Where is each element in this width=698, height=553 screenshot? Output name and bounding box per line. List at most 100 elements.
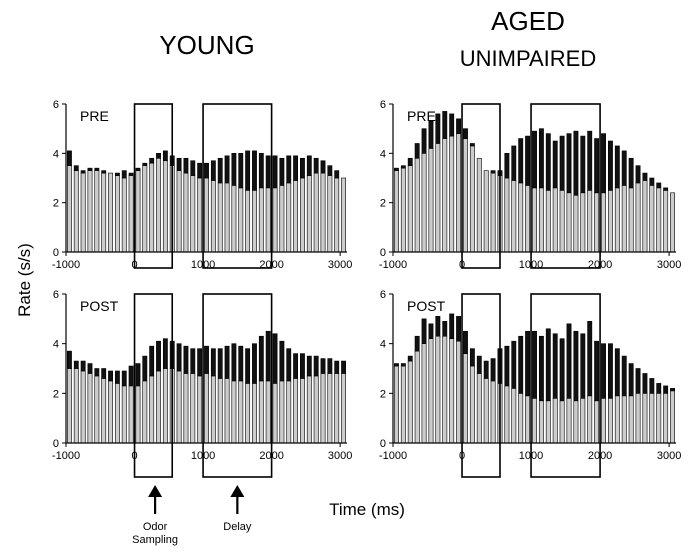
bar-lower — [435, 143, 441, 253]
bar-lower — [504, 177, 510, 253]
bar-lower — [628, 395, 634, 444]
bar-lower — [449, 338, 455, 444]
bar-upper — [511, 145, 517, 181]
bar-lower — [238, 187, 244, 253]
bar-lower — [101, 378, 107, 444]
bar-upper — [142, 355, 148, 382]
bar-lower — [306, 375, 312, 444]
bar-lower — [428, 148, 434, 253]
bar-upper — [580, 333, 586, 399]
bar-upper — [649, 378, 655, 394]
bar-lower — [293, 180, 299, 253]
bar-upper — [80, 170, 86, 174]
bar-lower — [245, 383, 251, 444]
bar-upper — [300, 157, 305, 179]
x-axis-label: Time (ms) — [329, 500, 405, 519]
window-box-delay-top — [202, 103, 273, 269]
bar-upper — [504, 153, 510, 179]
bar-upper — [642, 373, 648, 394]
bar-lower — [142, 165, 148, 253]
bar-lower — [121, 177, 127, 253]
bar-upper — [204, 345, 209, 374]
bar-upper — [258, 335, 264, 382]
bar-lower — [265, 380, 271, 444]
bar-lower — [142, 380, 148, 444]
x-tick-label: 3000 — [328, 450, 352, 462]
bar-upper — [87, 167, 93, 171]
bar-upper — [394, 363, 399, 367]
window-box-delay-bottom — [202, 293, 273, 478]
bar-lower — [210, 375, 216, 444]
bar-upper — [594, 340, 600, 402]
bar-lower — [628, 187, 634, 253]
y-tick-label: 0 — [380, 438, 386, 450]
bar-upper — [327, 165, 333, 176]
bar-lower — [663, 190, 669, 253]
bar-upper — [407, 157, 413, 166]
bar-lower — [469, 145, 475, 253]
bar-lower — [108, 380, 113, 444]
bar-upper — [80, 360, 86, 372]
bar-lower — [670, 390, 675, 444]
bar-lower — [320, 172, 326, 253]
bar-lower — [414, 350, 420, 444]
y-tick-label: 0 — [53, 247, 59, 259]
bar-lower — [532, 397, 537, 444]
bar-lower — [73, 368, 79, 444]
bar-upper — [334, 170, 340, 179]
bar-upper — [435, 316, 441, 337]
bar-lower — [490, 380, 496, 444]
bar-upper — [67, 150, 72, 166]
bar-upper — [128, 365, 134, 387]
bar-lower — [656, 187, 662, 253]
bar-lower — [538, 187, 544, 253]
bar-upper — [334, 360, 340, 374]
bar-upper — [532, 130, 537, 189]
marker-label: Sampling — [132, 534, 178, 546]
bar-lower — [566, 192, 572, 253]
bar-lower — [421, 343, 427, 444]
bar-lower — [518, 393, 524, 444]
bar-lower — [469, 365, 475, 444]
col-title-unimpaired: UNIMPAIRED — [460, 46, 597, 71]
window-box-delay-top — [530, 103, 601, 269]
bar-lower — [67, 368, 72, 444]
bar-lower — [428, 338, 434, 444]
bar-upper — [306, 155, 312, 176]
bar-lower — [121, 385, 127, 444]
bar-lower — [238, 380, 244, 444]
bar-upper — [628, 157, 634, 189]
y-tick-label: 4 — [380, 148, 386, 160]
y-tick-label: 6 — [53, 289, 59, 301]
bar-lower — [649, 185, 655, 253]
bar-lower — [176, 170, 182, 253]
bar-upper — [621, 150, 627, 186]
bar-lower — [607, 397, 613, 444]
bar-upper — [197, 162, 203, 179]
bar-upper — [587, 130, 593, 191]
bar-lower — [614, 187, 620, 253]
bar-lower — [601, 192, 606, 253]
marker-arrow-head — [148, 485, 163, 497]
bar-lower — [635, 182, 641, 253]
bar-lower — [135, 385, 141, 444]
bar-lower — [272, 383, 278, 444]
y-tick-label: 6 — [380, 99, 386, 111]
bar-upper — [587, 321, 593, 397]
panel-label: POST — [80, 298, 119, 314]
bar-upper — [252, 150, 257, 191]
bar-upper — [210, 348, 216, 377]
bar-lower — [252, 383, 257, 444]
bar-upper — [525, 135, 531, 186]
window-box-odor-bottom — [133, 293, 174, 478]
bar-upper — [286, 155, 292, 184]
bar-lower — [279, 380, 285, 444]
bar-upper — [190, 348, 196, 374]
bar-upper — [231, 153, 237, 186]
bar-upper — [601, 133, 606, 194]
bar-lower — [656, 393, 662, 444]
bar-upper — [621, 355, 627, 397]
bar-lower — [156, 370, 161, 444]
bar-lower — [525, 395, 531, 444]
